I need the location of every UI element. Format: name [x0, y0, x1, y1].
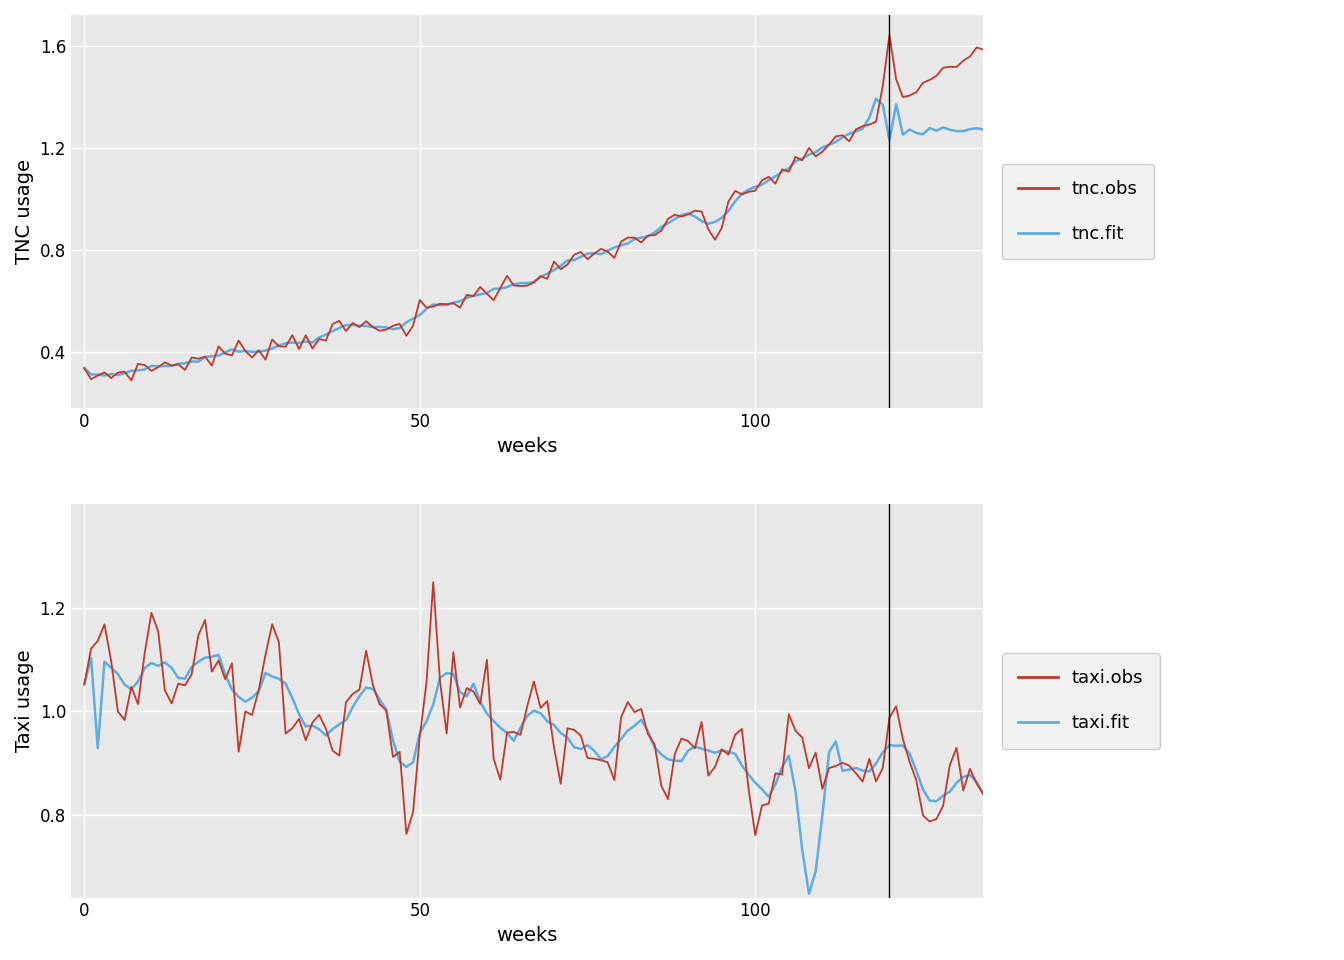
Legend: tnc.obs, tnc.fit: tnc.obs, tnc.fit	[1001, 164, 1154, 259]
X-axis label: weeks: weeks	[496, 437, 558, 456]
X-axis label: weeks: weeks	[496, 926, 558, 945]
Legend: taxi.obs, taxi.fit: taxi.obs, taxi.fit	[1001, 653, 1160, 749]
Y-axis label: Taxi usage: Taxi usage	[15, 650, 34, 753]
Y-axis label: TNC usage: TNC usage	[15, 159, 34, 264]
